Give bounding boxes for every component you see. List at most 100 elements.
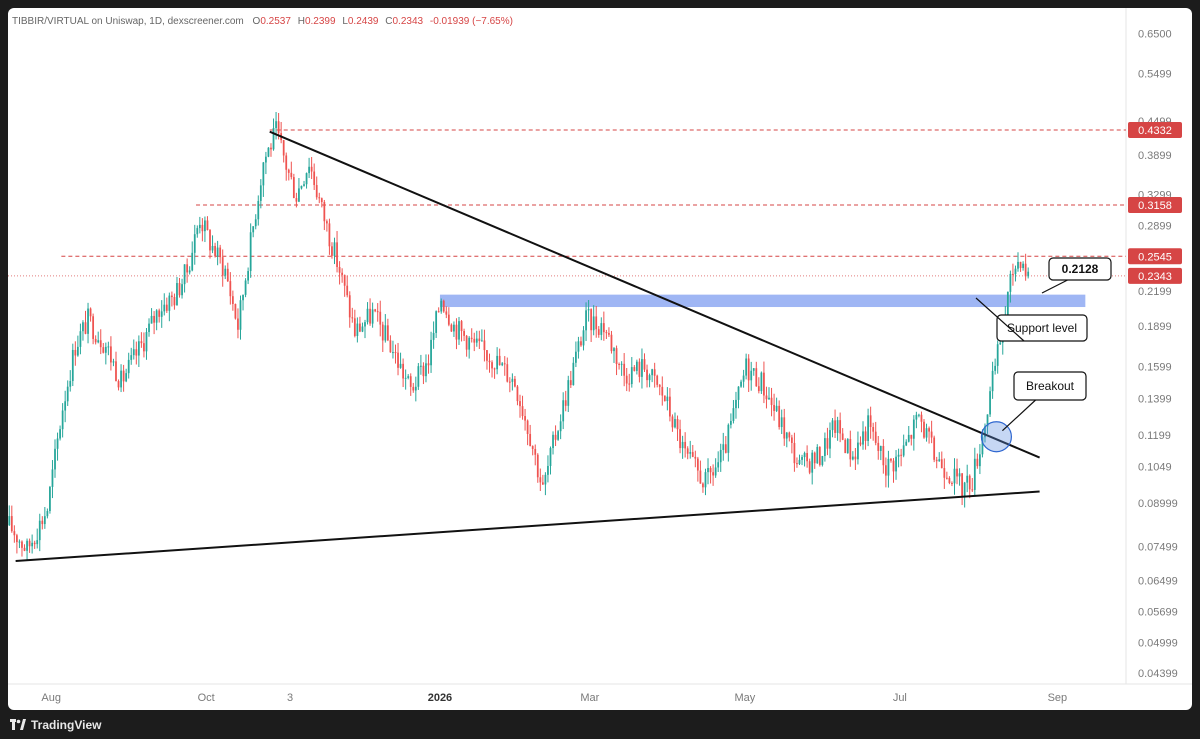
candle-body: [313, 171, 316, 186]
candle-body: [895, 456, 897, 472]
candle-body: [559, 421, 562, 432]
candle-body: [384, 325, 387, 341]
candle-body: [951, 483, 953, 485]
candle-body: [506, 364, 509, 382]
candle-body: [407, 376, 410, 378]
candle-body: [1012, 273, 1014, 275]
candle-body: [455, 324, 458, 340]
candle-body: [336, 242, 338, 268]
candle-body: [43, 516, 46, 525]
candle-body: [226, 268, 229, 282]
grid: [8, 8, 1192, 685]
candle-body: [237, 318, 239, 330]
candle-body: [308, 166, 310, 174]
candle-body: [71, 349, 74, 382]
candle-body: [618, 364, 620, 366]
candle-body: [394, 352, 397, 354]
candle-body: [104, 346, 107, 353]
candle-body: [305, 173, 308, 185]
candle-body: [425, 363, 427, 377]
candle-body: [600, 323, 603, 335]
candle-body: [1009, 273, 1012, 292]
candle-body: [633, 367, 636, 371]
candle-body: [1027, 271, 1030, 277]
candle-body: [839, 420, 842, 434]
candle-body: [691, 452, 694, 457]
candle-body: [529, 433, 532, 447]
candle-body: [463, 331, 465, 336]
candle-body: [422, 365, 425, 377]
candle-body: [778, 405, 781, 428]
candle-body: [74, 349, 77, 356]
candle-body: [178, 283, 181, 296]
candle-body: [417, 366, 420, 387]
candle-body: [920, 414, 923, 422]
candle-body: [18, 541, 21, 543]
price-chart[interactable]: 0.2128 Support level Breakout 0.6500 0.5499…: [8, 8, 1192, 710]
candle-body: [884, 465, 887, 476]
low-value: 0.2439: [348, 16, 379, 27]
candle-body: [432, 332, 435, 340]
candle-body: [732, 408, 735, 421]
time-axis[interactable]: Aug Oct 3 2026 Mar May Jul Sep: [41, 692, 1067, 704]
price-axis[interactable]: 0.65000.54990.44990.38990.32990.28990.21…: [1128, 29, 1182, 680]
candle-body: [524, 416, 526, 421]
candle-body: [94, 338, 97, 343]
candle-body: [735, 399, 737, 409]
candle-body: [666, 396, 669, 402]
candle-body: [148, 323, 150, 333]
candle-body: [577, 341, 580, 352]
candle-body: [874, 431, 877, 443]
candle-body: [724, 444, 727, 453]
candle-body: [813, 452, 816, 464]
candle-body: [211, 245, 214, 251]
candle-body: [597, 329, 600, 335]
support-callout-pointer: [975, 297, 1025, 342]
candle-body: [254, 219, 257, 227]
candle-body: [353, 318, 356, 336]
candle-body: [562, 400, 565, 422]
candle-body: [613, 348, 615, 352]
candle-body: [508, 381, 511, 383]
candle-body: [61, 410, 64, 430]
y-tick-label: 0.1199: [1138, 430, 1171, 442]
candle-body: [120, 370, 122, 388]
candle-body: [872, 427, 875, 432]
candle-body: [663, 395, 666, 402]
candle-body: [414, 386, 417, 391]
candle-body: [610, 334, 613, 352]
candle-body: [31, 542, 34, 547]
candle-body: [287, 169, 290, 173]
candle-body: [643, 359, 646, 370]
candle-body: [729, 420, 732, 425]
candle-body: [984, 426, 986, 438]
candle-body: [958, 473, 961, 477]
candle-body: [298, 188, 300, 202]
candle-body: [252, 226, 255, 233]
candle-body: [844, 439, 847, 454]
candle-body: [453, 324, 455, 332]
candle-body: [857, 442, 859, 460]
candle-body: [501, 363, 504, 366]
candle-body: [66, 386, 69, 402]
candle-body: [465, 335, 468, 350]
candle-body: [869, 415, 872, 428]
candle-body: [785, 432, 788, 439]
candle-body: [971, 489, 974, 491]
candle-body: [168, 295, 171, 311]
candle-body: [473, 338, 476, 343]
candle-body: [399, 363, 402, 368]
candle-body: [554, 434, 557, 440]
candle-body: [46, 511, 49, 517]
candle-body: [10, 516, 13, 532]
candle-body: [709, 467, 712, 473]
candle-body: [338, 267, 341, 273]
candle-body: [99, 340, 102, 348]
candle-body: [165, 304, 168, 311]
candle-body: [544, 474, 547, 485]
candle-body: [859, 442, 862, 445]
candle-body: [270, 147, 272, 150]
tradingview-logo[interactable]: TradingView: [10, 718, 101, 732]
price-callout-box: [1048, 257, 1112, 281]
candle-body: [130, 355, 133, 360]
